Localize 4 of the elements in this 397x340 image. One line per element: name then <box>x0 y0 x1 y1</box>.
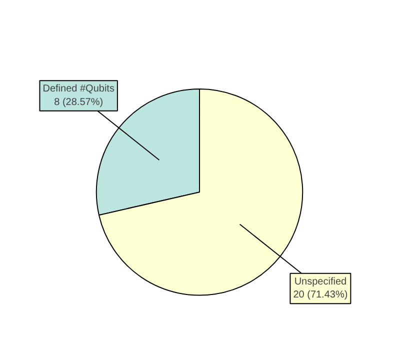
data-label: 8 (28.57%) <box>54 96 104 108</box>
slice-label: Unspecified <box>294 276 347 288</box>
data-label: 20 (71.43%) <box>293 290 348 301</box>
slice-label: Defined #Qubits <box>42 84 114 95</box>
